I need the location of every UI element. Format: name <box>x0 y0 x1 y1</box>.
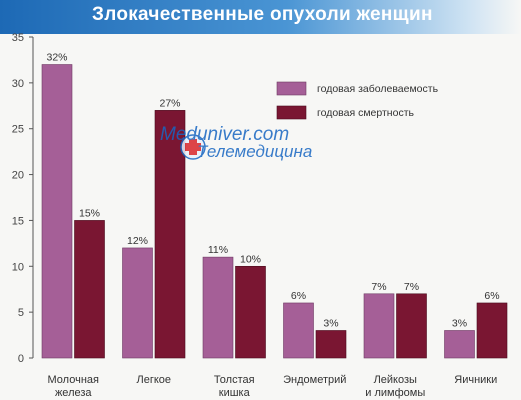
bar-mortality <box>315 330 347 359</box>
data-labels: 32% 15% 12% 27% 11% 10% 6% 3% 7% 7% 3% 6% <box>46 52 499 330</box>
category-label: кишка <box>219 387 251 399</box>
legend-label: годовая заболеваемость <box>317 83 439 95</box>
bar-mortality <box>74 220 105 359</box>
axes: 0 5 10 15 20 25 30 35 <box>12 32 34 365</box>
data-label: 11% <box>208 244 228 256</box>
y-tick-label: 35 <box>12 32 24 44</box>
y-tick-label: 15 <box>12 215 24 227</box>
category-label: железа <box>55 387 92 399</box>
category-label: Лейкозы <box>374 374 417 386</box>
title-band: Злокачественные опухоли женщин <box>0 0 521 34</box>
category-label: Молочная <box>48 374 100 386</box>
bar-incidence <box>202 256 234 359</box>
data-label: 6% <box>291 290 306 302</box>
data-label: 12% <box>127 235 148 247</box>
category-label: Эндометрий <box>283 374 346 386</box>
bar-incidence <box>444 330 475 359</box>
y-tick-label: 0 <box>18 353 24 365</box>
watermark-line1: Meduniver.com <box>160 124 289 145</box>
bar-mortality <box>154 110 186 359</box>
data-label: 6% <box>484 290 499 302</box>
data-label: 3% <box>452 317 467 329</box>
bar-mortality <box>235 265 266 359</box>
data-label: 10% <box>240 253 261 265</box>
legend-swatch <box>276 105 307 120</box>
data-label: 3% <box>323 317 338 329</box>
y-tick-label: 20 <box>12 170 24 182</box>
watermark-line2: Телемедицина <box>197 142 312 161</box>
legend: годовая заболеваемость годовая смертность <box>276 81 439 120</box>
cross-shape <box>185 139 201 155</box>
data-label: 27% <box>159 97 180 109</box>
data-label: 7% <box>404 281 419 293</box>
bar-incidence <box>283 302 314 359</box>
category-label: Яичники <box>454 374 497 386</box>
y-tick-label: 5 <box>18 307 24 319</box>
legend-label: годовая смертность <box>317 107 415 119</box>
category-label: Легкое <box>136 374 171 386</box>
y-tick-label: 30 <box>12 78 24 90</box>
watermark: Meduniver.com Телемедицина <box>160 124 312 161</box>
bar-incidence <box>41 64 73 359</box>
bar-mortality <box>396 293 427 359</box>
category-label: Толстая <box>214 374 255 386</box>
data-label: 7% <box>371 281 386 293</box>
chart-title: Злокачественные опухоли женщин <box>92 4 433 25</box>
data-label: 15% <box>79 207 100 219</box>
data-label: 32% <box>46 52 67 64</box>
y-tick-label: 10 <box>12 261 24 273</box>
bars <box>41 64 508 359</box>
category-label: и лимфомы <box>365 387 425 399</box>
y-tick-label: 25 <box>12 124 24 136</box>
bar-incidence <box>122 247 153 359</box>
legend-swatch <box>276 81 307 96</box>
bar-mortality <box>476 302 508 359</box>
bar-incidence <box>363 293 395 359</box>
